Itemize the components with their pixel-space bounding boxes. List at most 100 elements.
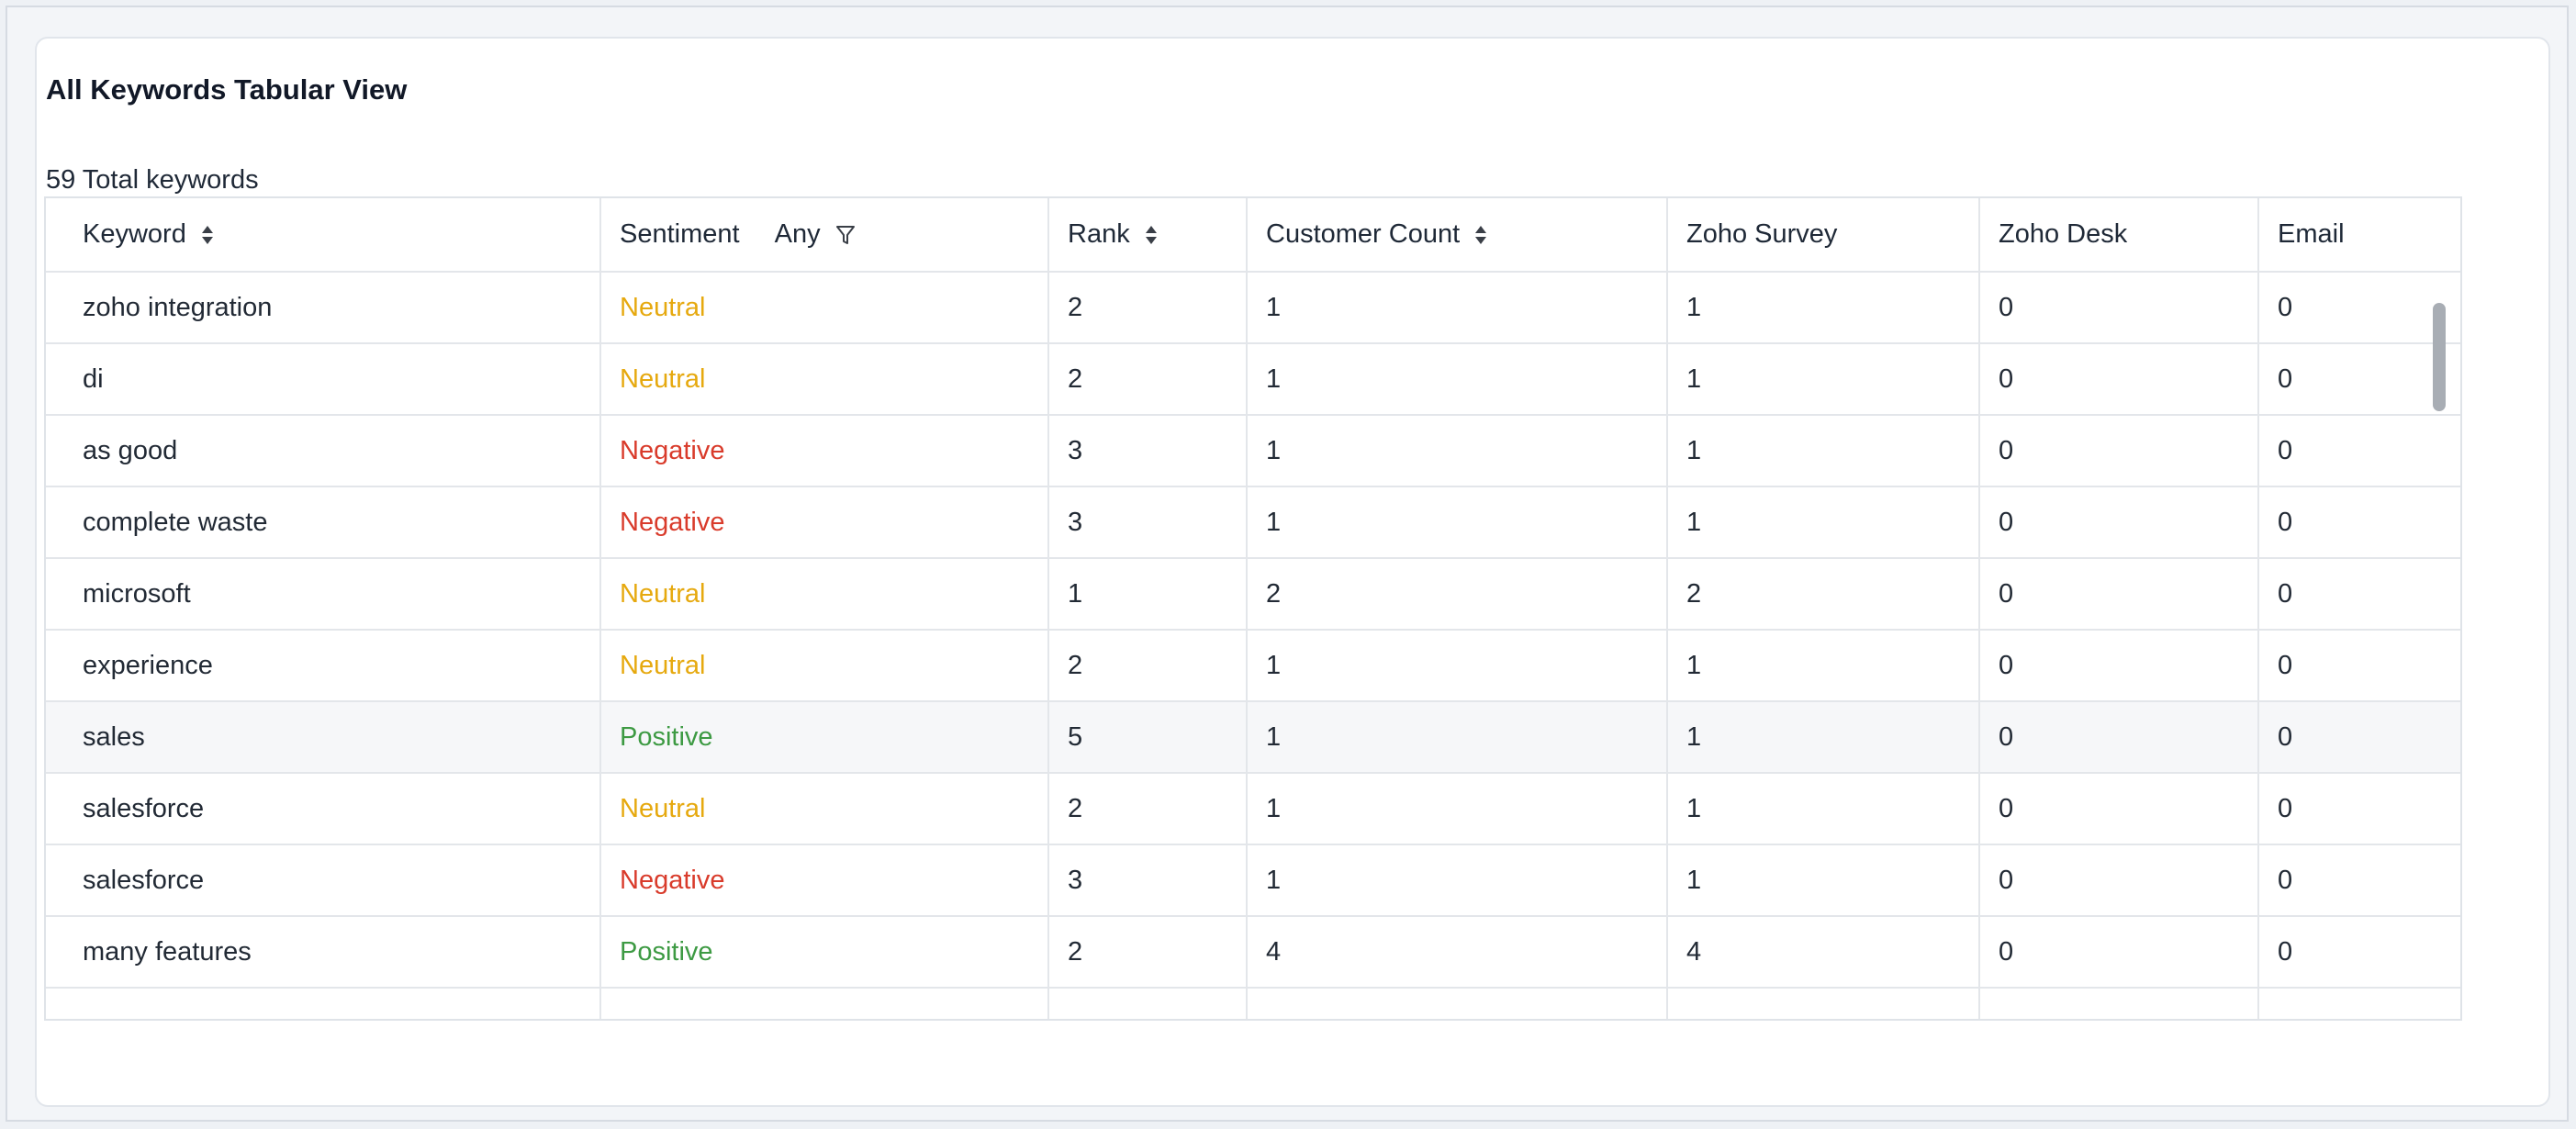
sentiment-cell: Neutral (600, 773, 1049, 845)
email-cell: 0 (2258, 558, 2460, 631)
customer-count-cell: 1 (1247, 701, 1668, 774)
rank-cell: 3 (1048, 415, 1248, 487)
rank-cell: 3 (1048, 844, 1248, 917)
keyword-cell: experience (46, 630, 601, 702)
table-row[interactable]: salesforce Negative 3 1 1 0 0 (46, 844, 2460, 917)
sentiment-cell (600, 988, 1049, 1019)
rank-cell: 2 (1048, 343, 1248, 416)
sentiment-cell: Negative (600, 486, 1049, 559)
email-cell: 0 (2258, 272, 2460, 344)
header-rank-label: Rank (1068, 219, 1130, 249)
customer-count-cell: 2 (1247, 558, 1668, 631)
keywords-table: Keyword Sentiment Any Rank (46, 198, 2460, 1019)
header-sentiment: Sentiment Any (600, 198, 1049, 273)
header-customer-count[interactable]: Customer Count (1247, 198, 1668, 273)
keyword-cell: salesforce (46, 773, 601, 845)
zoho-survey-cell: 2 (1667, 558, 1980, 631)
zoho-desk-cell: 0 (1979, 415, 2259, 487)
rank-cell: 3 (1048, 486, 1248, 559)
total-keywords-count: 59 Total keywords (46, 165, 259, 195)
filter-icon[interactable] (835, 224, 856, 246)
customer-count-cell: 1 (1247, 844, 1668, 917)
zoho-survey-cell: 1 (1667, 343, 1980, 416)
rank-cell: 2 (1048, 773, 1248, 845)
zoho-survey-cell (1667, 988, 1980, 1019)
sentiment-cell: Neutral (600, 272, 1049, 344)
table-row[interactable]: zoho integration Neutral 2 1 1 0 0 (46, 272, 2460, 344)
keyword-cell: zoho integration (46, 272, 601, 344)
zoho-desk-cell (1979, 988, 2259, 1019)
keyword-cell: complete waste (46, 486, 601, 559)
keyword-cell: as good (46, 415, 601, 487)
table-header-row: Keyword Sentiment Any Rank (46, 198, 2460, 273)
email-cell: 0 (2258, 630, 2460, 702)
zoho-survey-cell: 1 (1667, 701, 1980, 774)
email-cell: 0 (2258, 844, 2460, 917)
sentiment-cell: Positive (600, 916, 1049, 989)
rank-cell: 1 (1048, 558, 1248, 631)
keyword-cell: many features (46, 916, 601, 989)
sort-icon[interactable] (1145, 225, 1158, 245)
zoho-survey-cell: 1 (1667, 630, 1980, 702)
rank-cell: 2 (1048, 630, 1248, 702)
keyword-cell: di (46, 343, 601, 416)
keyword-cell: salesforce (46, 844, 601, 917)
header-zoho-survey: Zoho Survey (1667, 198, 1980, 273)
sentiment-cell: Positive (600, 701, 1049, 774)
rank-cell: 5 (1048, 701, 1248, 774)
zoho-desk-cell: 0 (1979, 773, 2259, 845)
card-title: All Keywords Tabular View (46, 73, 408, 106)
customer-count-cell: 1 (1247, 773, 1668, 845)
zoho-desk-cell: 0 (1979, 844, 2259, 917)
sentiment-cell: Neutral (600, 558, 1049, 631)
table-row[interactable] (46, 988, 2460, 1019)
customer-count-cell (1247, 988, 1668, 1019)
table-row[interactable]: experience Neutral 2 1 1 0 0 (46, 630, 2460, 702)
email-cell: 0 (2258, 773, 2460, 845)
sentiment-cell: Neutral (600, 630, 1049, 702)
email-cell: 0 (2258, 486, 2460, 559)
sort-icon[interactable] (201, 225, 214, 245)
email-cell: 0 (2258, 343, 2460, 416)
zoho-survey-cell: 4 (1667, 916, 1980, 989)
zoho-survey-cell: 1 (1667, 415, 1980, 487)
keyword-cell: microsoft (46, 558, 601, 631)
zoho-desk-cell: 0 (1979, 630, 2259, 702)
header-customer-count-label: Customer Count (1266, 219, 1461, 249)
table-row[interactable]: as good Negative 3 1 1 0 0 (46, 415, 2460, 487)
rank-cell: 2 (1048, 272, 1248, 344)
keyword-cell (46, 988, 601, 1019)
header-zoho-desk: Zoho Desk (1979, 198, 2259, 273)
header-email: Email (2258, 198, 2460, 273)
table-row[interactable]: di Neutral 2 1 1 0 0 (46, 343, 2460, 416)
email-cell: 0 (2258, 916, 2460, 989)
header-sentiment-label: Sentiment (620, 219, 740, 249)
table-row[interactable]: complete waste Negative 3 1 1 0 0 (46, 486, 2460, 559)
table-row[interactable]: microsoft Neutral 1 2 2 0 0 (46, 558, 2460, 631)
zoho-survey-cell: 1 (1667, 844, 1980, 917)
zoho-survey-cell: 1 (1667, 272, 1980, 344)
sentiment-filter-value[interactable]: Any (774, 219, 821, 249)
customer-count-cell: 4 (1247, 916, 1668, 989)
sentiment-cell: Negative (600, 844, 1049, 917)
email-cell (2258, 988, 2460, 1019)
table-row[interactable]: sales Positive 5 1 1 0 0 (46, 701, 2460, 774)
customer-count-cell: 1 (1247, 272, 1668, 344)
sentiment-cell: Neutral (600, 343, 1049, 416)
table-scrollbar[interactable] (2433, 303, 2446, 411)
table-row[interactable]: many features Positive 2 4 4 0 0 (46, 916, 2460, 989)
email-cell: 0 (2258, 415, 2460, 487)
customer-count-cell: 1 (1247, 630, 1668, 702)
header-rank[interactable]: Rank (1048, 198, 1248, 273)
keywords-table-container: Keyword Sentiment Any Rank (44, 196, 2462, 1021)
zoho-desk-cell: 0 (1979, 558, 2259, 631)
customer-count-cell: 1 (1247, 486, 1668, 559)
header-keyword-label: Keyword (83, 219, 186, 249)
zoho-desk-cell: 0 (1979, 701, 2259, 774)
table-row[interactable]: salesforce Neutral 2 1 1 0 0 (46, 773, 2460, 845)
customer-count-cell: 1 (1247, 343, 1668, 416)
sort-icon[interactable] (1474, 225, 1487, 245)
zoho-desk-cell: 0 (1979, 486, 2259, 559)
header-keyword[interactable]: Keyword (46, 198, 601, 273)
keyword-cell: sales (46, 701, 601, 774)
